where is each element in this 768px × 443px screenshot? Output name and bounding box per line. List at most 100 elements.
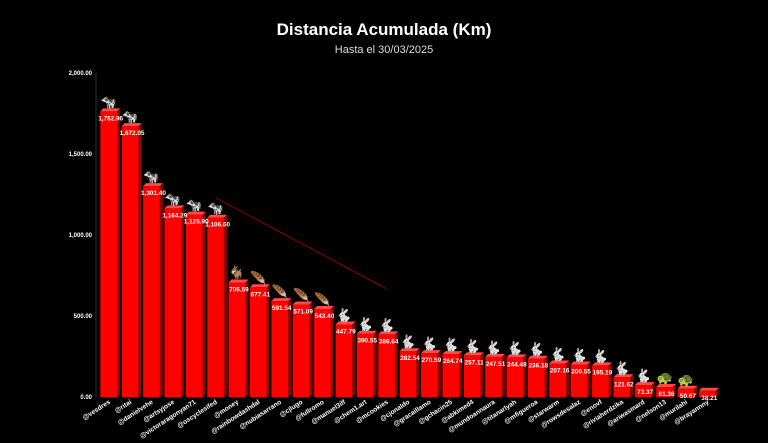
bar-top bbox=[335, 321, 356, 325]
data-label: 543.40 bbox=[315, 313, 335, 320]
bar-top bbox=[442, 351, 463, 355]
data-label: 282.54 bbox=[400, 355, 420, 362]
bar-side bbox=[159, 183, 163, 397]
turtle-icon: 🐢 bbox=[656, 370, 672, 385]
feather-icon: 🪶 bbox=[272, 283, 288, 299]
data-label: 50.67 bbox=[680, 393, 696, 400]
bar-side bbox=[459, 351, 463, 397]
data-label: 207.16 bbox=[550, 367, 570, 374]
bar-top bbox=[143, 183, 163, 187]
bar-top bbox=[207, 214, 227, 218]
bar-side bbox=[672, 384, 676, 397]
data-label: 73.37 bbox=[637, 389, 653, 396]
bar bbox=[228, 282, 246, 397]
data-label: 200.55 bbox=[571, 369, 591, 376]
bar-top bbox=[271, 298, 292, 302]
bar bbox=[463, 355, 481, 397]
bar bbox=[527, 358, 545, 397]
bar bbox=[271, 301, 289, 397]
bar bbox=[250, 287, 267, 397]
data-label: 1,164.29 bbox=[162, 212, 187, 219]
bar-side bbox=[715, 387, 719, 397]
rabbit-icon: 🐇 bbox=[528, 342, 544, 357]
bar-top bbox=[399, 348, 420, 352]
bar-side bbox=[288, 298, 292, 397]
bar-top bbox=[463, 352, 484, 356]
bar-top bbox=[634, 382, 655, 386]
rabbit-icon: 🐇 bbox=[357, 317, 373, 332]
data-label: 247.51 bbox=[486, 361, 506, 368]
rabbit-icon: 🐇 bbox=[635, 368, 651, 383]
bar bbox=[613, 377, 631, 397]
y-tick-label: 0.00 bbox=[80, 395, 92, 401]
feather-icon: 🪶 bbox=[293, 286, 309, 302]
bar-side bbox=[694, 385, 698, 397]
feather-icon: 🪶 bbox=[314, 291, 330, 307]
bar-side bbox=[245, 279, 249, 397]
bars-group bbox=[100, 108, 719, 397]
data-label: 270.59 bbox=[422, 357, 442, 364]
rabbit-icon: 🐇 bbox=[507, 340, 523, 355]
data-label: 38.21 bbox=[701, 395, 717, 402]
data-label: 1,301.40 bbox=[141, 190, 166, 197]
bar bbox=[549, 363, 566, 397]
bar bbox=[164, 208, 182, 397]
bar-side bbox=[223, 214, 227, 397]
bar-top bbox=[485, 353, 505, 357]
bar-top bbox=[549, 360, 569, 364]
x-axis: @vesdres @ritai@danielvehe@artsyjose@vict… bbox=[82, 398, 711, 440]
bar-top bbox=[506, 354, 527, 358]
bar bbox=[292, 304, 310, 397]
trendline-group bbox=[215, 197, 387, 290]
x-tick-label: @vesdres bbox=[82, 399, 112, 422]
data-label: 244.48 bbox=[507, 361, 527, 368]
data-label: 1,106.60 bbox=[205, 222, 230, 229]
cow-icon: 🐄 bbox=[143, 169, 159, 184]
bar-side bbox=[138, 123, 142, 397]
data-label: 386.64 bbox=[379, 338, 399, 345]
data-label: 591.54 bbox=[272, 305, 292, 312]
bar-side bbox=[544, 355, 548, 397]
bar bbox=[121, 126, 139, 397]
bar bbox=[399, 351, 417, 397]
bar-side bbox=[501, 353, 505, 397]
rabbit-icon: 🐇 bbox=[592, 348, 608, 363]
data-labels-group: 1,762.96 1,672.05 1,301.40 1,164.291,125.90… bbox=[98, 115, 718, 401]
bar-side bbox=[587, 361, 591, 397]
bar-side bbox=[437, 350, 441, 397]
y-tick-label: 2,000.00 bbox=[69, 71, 93, 77]
rabbit-icon: 🐇 bbox=[336, 307, 352, 322]
bar-top bbox=[677, 385, 698, 389]
data-label: 571.09 bbox=[293, 308, 313, 315]
bar bbox=[656, 387, 673, 397]
bar bbox=[356, 333, 374, 397]
chart-title: Distancia Acumulada (Km) bbox=[276, 20, 492, 39]
bar bbox=[335, 324, 353, 397]
bar bbox=[207, 217, 224, 397]
bar-side bbox=[309, 301, 313, 397]
rabbit-icon: 🐇 bbox=[379, 317, 395, 332]
data-label: 390.55 bbox=[357, 338, 377, 345]
bar bbox=[698, 390, 716, 397]
bar-top bbox=[100, 108, 121, 112]
cow-icon: 🐄 bbox=[101, 94, 117, 109]
bar-side bbox=[352, 321, 356, 397]
rabbit-icon: 🐇 bbox=[443, 337, 459, 352]
bar-top bbox=[314, 305, 334, 309]
goat-icon: 🐐 bbox=[229, 266, 245, 281]
bar-top bbox=[185, 211, 206, 215]
chart-subtitle: Hasta el 30/03/2025 bbox=[334, 44, 434, 56]
bar bbox=[570, 364, 588, 397]
bar-side bbox=[416, 348, 420, 397]
data-label: 447.79 bbox=[336, 328, 356, 335]
y-tick-label: 1,500.00 bbox=[69, 152, 93, 158]
bar bbox=[634, 385, 652, 397]
bar-top bbox=[421, 350, 441, 354]
bar-side bbox=[565, 360, 569, 397]
bar bbox=[100, 111, 118, 397]
data-label: 706.59 bbox=[229, 287, 249, 294]
bar bbox=[485, 356, 502, 397]
rabbit-icon: 🐇 bbox=[485, 340, 501, 355]
y-tick-label: 1,000.00 bbox=[69, 233, 93, 239]
bar bbox=[442, 354, 460, 397]
